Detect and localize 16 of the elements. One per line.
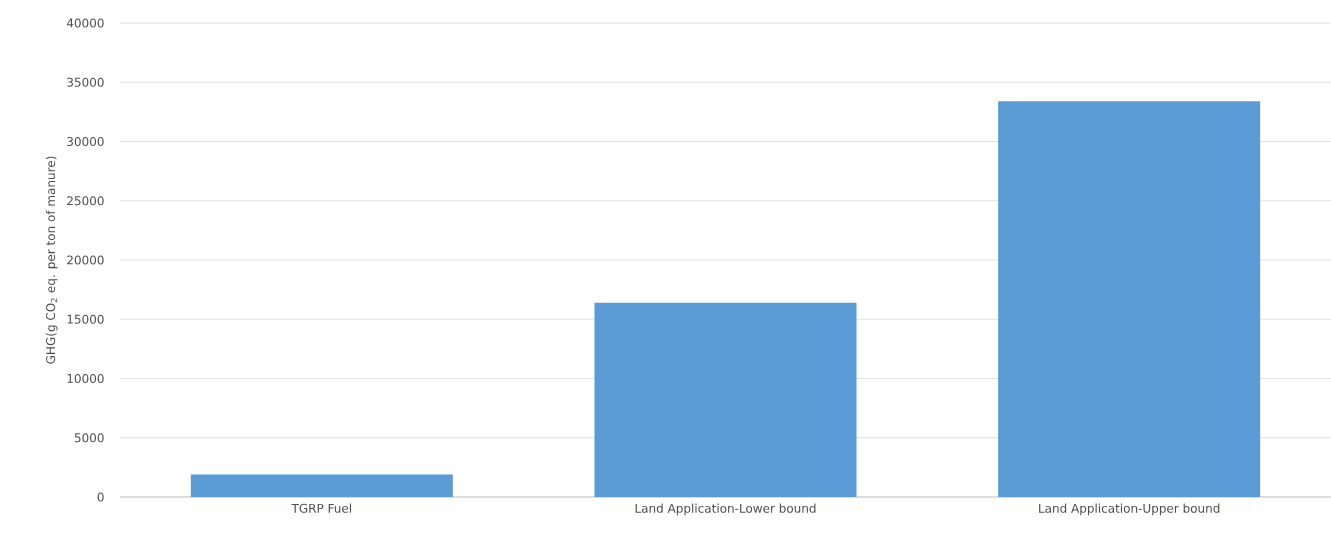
y-tick-label: 40000 xyxy=(66,18,104,28)
y-axis-title: GHG(g CO$_{2}$ eq. per ton of manure) xyxy=(45,156,58,364)
bar xyxy=(998,101,1261,497)
y-tick-label: 10000 xyxy=(67,373,104,384)
y-tick-label: 30000 xyxy=(67,136,104,147)
y-tick-label: 15000 xyxy=(67,314,104,324)
x-tick-label: Land Application-Lower bound xyxy=(635,503,816,516)
y-tick-label: 35000 xyxy=(67,77,104,87)
y-tick-label: 25000 xyxy=(67,196,104,206)
x-tick-label: Land Application-Upper bound xyxy=(1039,503,1220,516)
y-tick-label: 5000 xyxy=(74,433,104,443)
x-tick-label: TGRP Fuel xyxy=(291,503,351,513)
bar xyxy=(190,474,453,497)
bar xyxy=(594,302,857,497)
y-tick-label: 20000 xyxy=(67,255,104,265)
y-tick-label: 0 xyxy=(97,492,104,502)
